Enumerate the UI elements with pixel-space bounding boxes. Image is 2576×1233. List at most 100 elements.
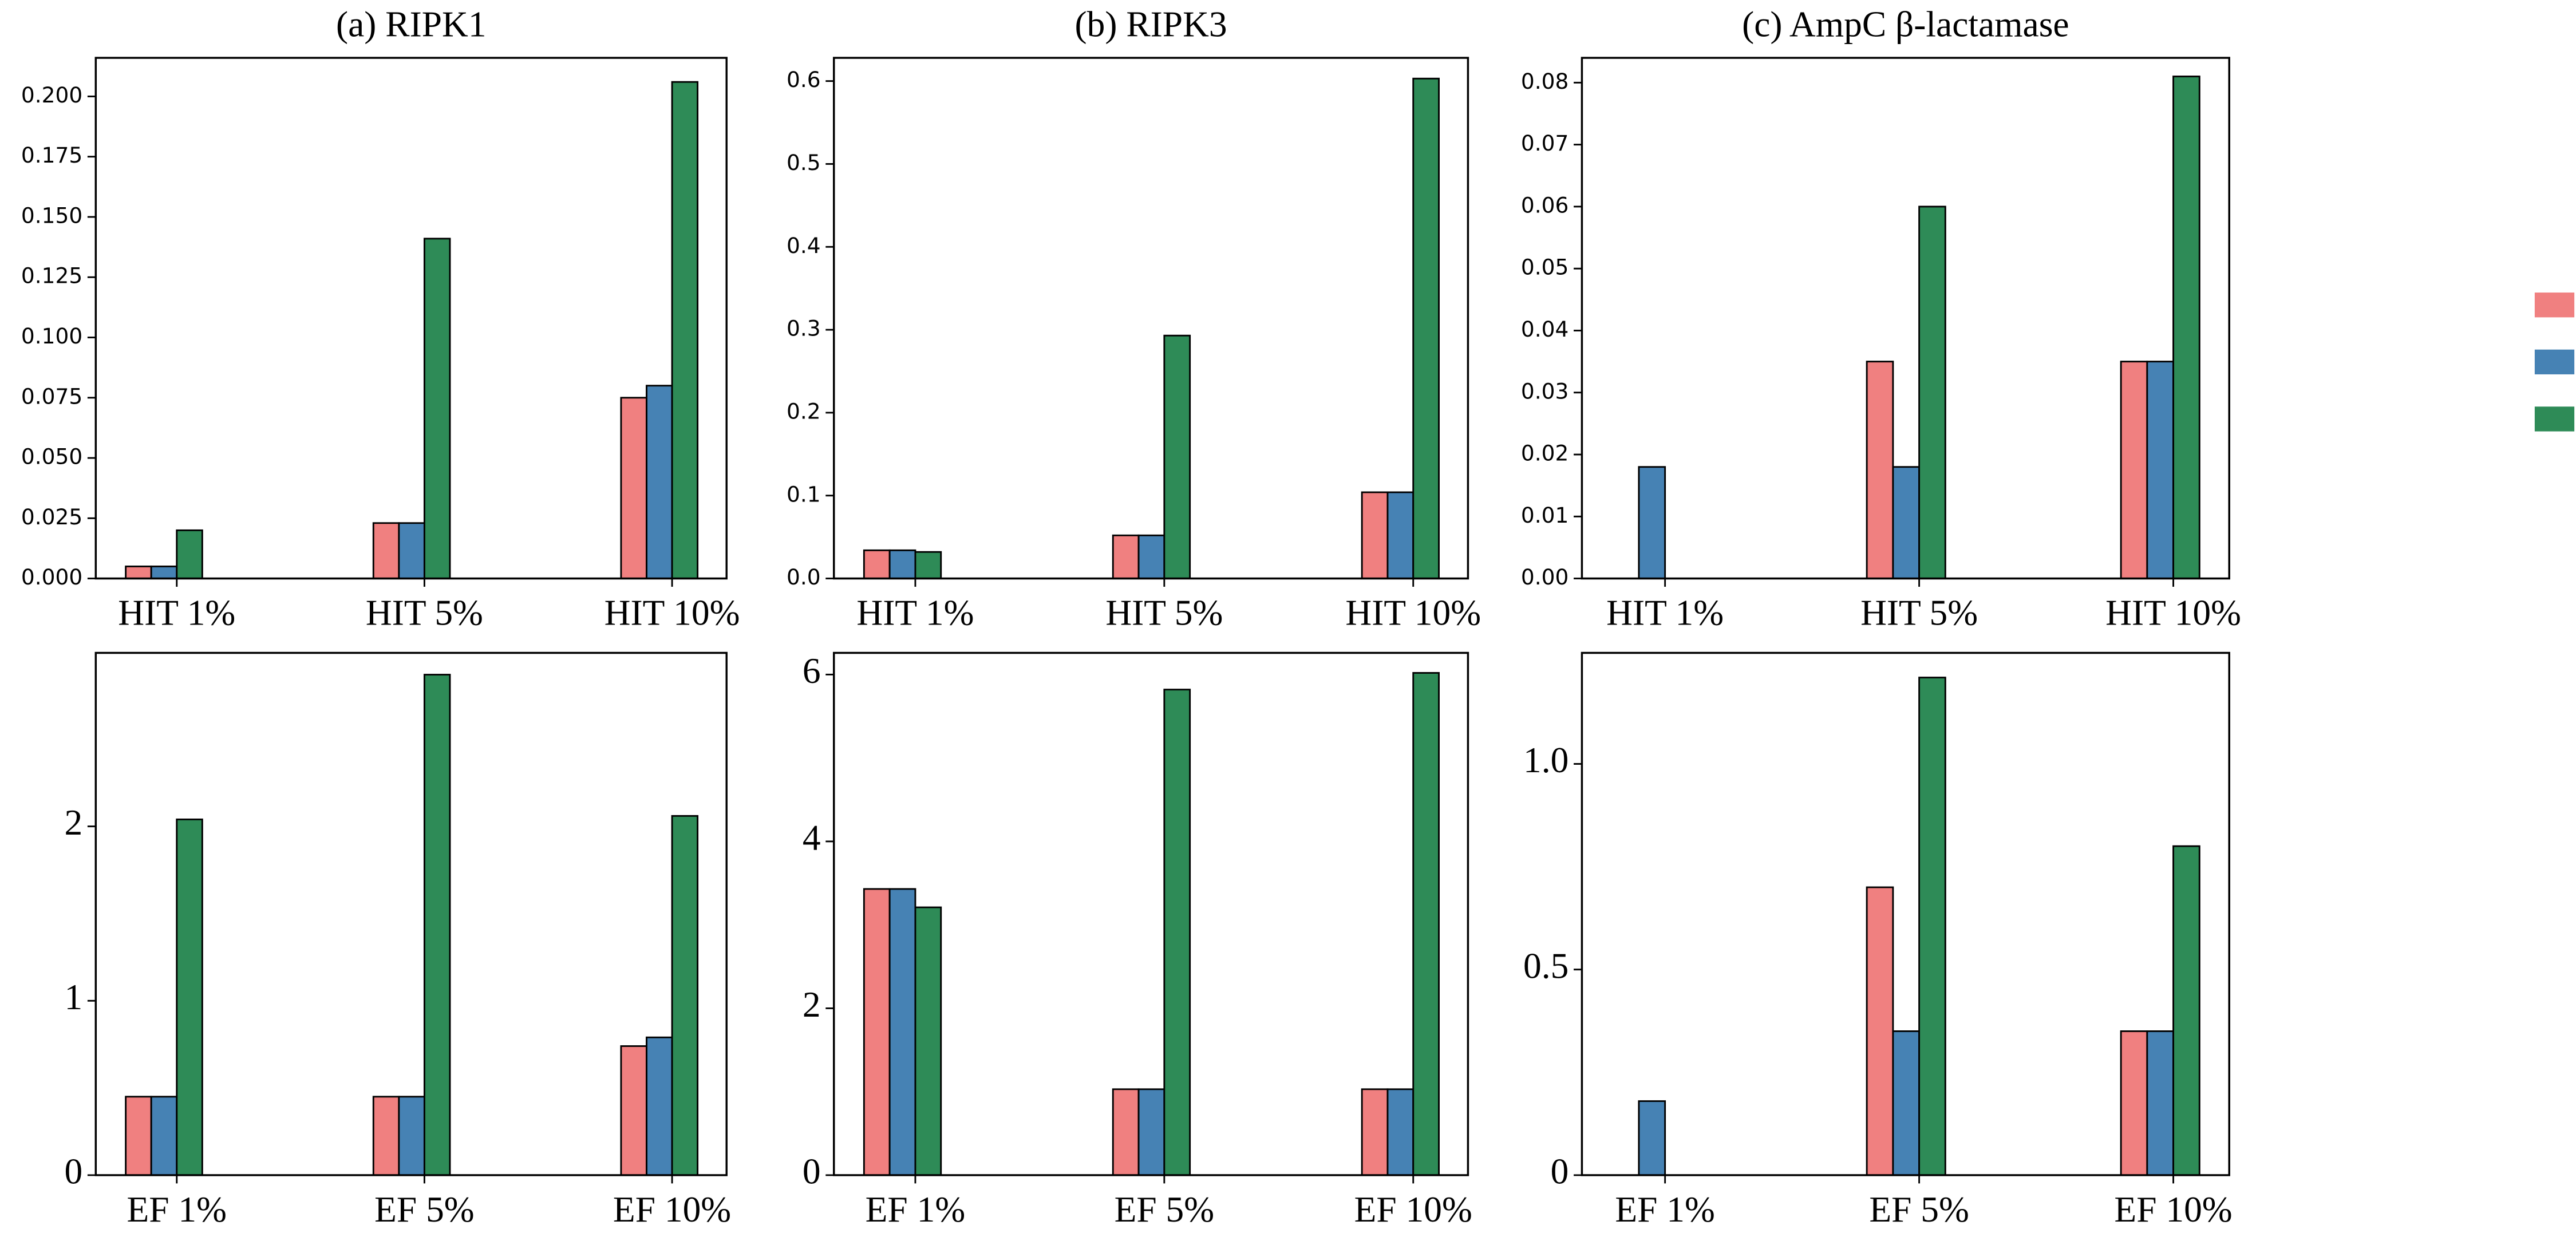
plot-frame: [94, 651, 728, 1176]
bar: [1163, 334, 1191, 580]
y-tick-label: 0.1: [787, 481, 821, 507]
bar: [423, 674, 451, 1176]
legend-swatch: [2534, 406, 2575, 432]
bar: [2146, 1030, 2175, 1176]
bar: [1892, 1030, 1921, 1176]
x-tick-label: HIT 5%: [366, 592, 483, 633]
y-tick-label: 0.08: [1521, 69, 1568, 94]
bar: [2120, 1030, 2148, 1176]
y-tick-label: 0.02: [1521, 441, 1568, 466]
y-tick-label: 0.07: [1521, 131, 1568, 156]
bar: [150, 1096, 178, 1176]
bar: [1412, 77, 1440, 580]
y-tick-label: 1: [64, 977, 82, 1017]
bar: [1386, 491, 1415, 580]
y-tick-label: 0.075: [21, 384, 82, 409]
bar: [150, 566, 178, 580]
x-tick-label: HIT 5%: [1105, 592, 1223, 633]
legend-swatch: [2534, 349, 2575, 374]
bar: [1866, 886, 1894, 1176]
bar: [914, 906, 942, 1176]
bar: [863, 888, 891, 1176]
bar: [1866, 361, 1894, 580]
y-tick-label: 0: [1551, 1151, 1569, 1191]
bar: [671, 815, 699, 1176]
bar: [1112, 1088, 1140, 1176]
y-tick-label: 0.05: [1521, 255, 1568, 280]
plot-frame: [1581, 651, 2230, 1176]
y-tick-label: 0: [803, 1151, 821, 1191]
bar: [2146, 361, 2175, 580]
bar: [125, 1096, 152, 1176]
plot-frame: [1581, 57, 2230, 580]
x-tick-label: EF 10%: [1354, 1189, 1472, 1230]
y-tick-label: 0.200: [21, 82, 82, 108]
y-tick-label: 0.025: [21, 504, 82, 529]
y-tick-label: 2: [803, 984, 821, 1025]
y-tick-label: 0.06: [1521, 192, 1568, 218]
bar: [1892, 466, 1921, 580]
y-tick-label: 1.0: [1523, 740, 1568, 780]
bar: [1638, 466, 1666, 580]
plot-frame: [833, 57, 1469, 580]
bar: [1386, 1088, 1415, 1176]
x-tick-label: EF 5%: [1869, 1189, 1969, 1230]
x-tick-label: EF 5%: [1115, 1189, 1215, 1230]
chart-title: (a) RIPK1: [336, 4, 487, 45]
chart-title: (c) AmpC β-lactamase: [1742, 4, 2069, 45]
y-tick-label: 2: [64, 802, 82, 843]
y-tick-label: 6: [803, 650, 821, 691]
bar: [176, 819, 203, 1176]
y-tick-label: 4: [803, 817, 821, 857]
bar: [2172, 76, 2200, 580]
bar: [1163, 689, 1191, 1176]
y-tick-label: 0.0: [787, 564, 821, 590]
y-tick-label: 0.3: [787, 316, 821, 341]
bar: [125, 566, 152, 580]
y-tick-label: 0.01: [1521, 503, 1568, 528]
x-tick-label: EF 1%: [1615, 1189, 1715, 1230]
y-tick-label: 0.00: [1521, 564, 1568, 590]
bar: [646, 385, 673, 580]
bar: [888, 888, 916, 1176]
x-tick-label: EF 10%: [2114, 1189, 2232, 1230]
bar: [888, 549, 916, 580]
bar: [863, 549, 891, 580]
bar: [1112, 534, 1140, 580]
y-tick-label: 0.4: [787, 233, 821, 258]
y-tick-label: 0.000: [21, 564, 82, 590]
bar: [914, 551, 942, 580]
bar: [423, 238, 451, 580]
bar: [1918, 206, 1946, 580]
bar: [1137, 534, 1165, 580]
y-tick-label: 0.5: [1523, 945, 1568, 986]
bar: [2172, 845, 2200, 1176]
y-tick-label: 0.2: [787, 398, 821, 424]
bar: [372, 1096, 400, 1176]
x-tick-label: HIT 10%: [605, 592, 740, 633]
x-tick-label: HIT 10%: [2105, 592, 2241, 633]
y-tick-label: 0: [64, 1151, 82, 1191]
y-tick-label: 0.050: [21, 444, 82, 469]
bar: [1361, 1088, 1389, 1176]
y-tick-label: 0.150: [21, 203, 82, 228]
y-tick-label: 0.125: [21, 263, 82, 289]
bar: [1412, 672, 1440, 1176]
bar: [1361, 491, 1389, 580]
x-tick-label: HIT 10%: [1345, 592, 1481, 633]
bar: [620, 1045, 647, 1176]
plot-frame: [833, 651, 1469, 1176]
plot-frame: [94, 57, 728, 580]
y-tick-label: 0.04: [1521, 317, 1568, 342]
y-tick-label: 0.175: [21, 143, 82, 168]
y-tick-label: 0.100: [21, 323, 82, 349]
bar: [620, 397, 647, 580]
bar: [398, 1096, 425, 1176]
chart-title: (b) RIPK3: [1075, 4, 1227, 45]
x-tick-label: HIT 1%: [118, 592, 235, 633]
x-tick-label: EF 1%: [866, 1189, 966, 1230]
bar: [646, 1036, 673, 1176]
x-tick-label: EF 1%: [127, 1189, 227, 1230]
bar: [398, 522, 425, 580]
